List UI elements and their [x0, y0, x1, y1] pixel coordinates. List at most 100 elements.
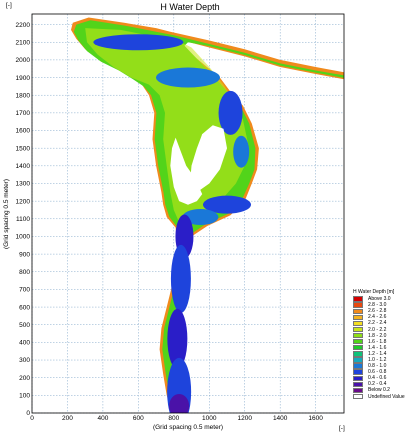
legend-label: 0.6 - 0.8: [368, 369, 387, 376]
y-tick-label: 1600: [16, 128, 31, 135]
plot-frame: [31, 13, 345, 414]
legend-label: 0.2 - 0.4: [368, 381, 387, 388]
legend-swatch: [353, 387, 363, 394]
y-tick-label: 1700: [16, 110, 31, 117]
depth-field: [71, 17, 344, 413]
island: [189, 125, 227, 193]
legend-entry: 2.8 - 3.0: [353, 302, 410, 308]
legend-swatch: [353, 375, 363, 381]
x-tick-label: 800: [168, 415, 179, 422]
legend-entry: Below 0.2: [353, 387, 410, 393]
legend-label: 0.4 - 0.6: [368, 375, 387, 382]
y-tick-label: 2200: [16, 22, 31, 29]
island: [170, 137, 203, 205]
x-unit-corner: [-]: [339, 425, 345, 432]
x-tick-label: 1600: [308, 415, 323, 422]
legend-swatch: [353, 363, 363, 369]
legend-entry: Above 3.0: [353, 296, 410, 302]
y-tick-label: 1200: [16, 198, 31, 205]
legend-label: 1.0 - 1.2: [368, 356, 387, 363]
legend-entry: 2.0 - 2.2: [353, 326, 410, 333]
y-tick-label: 0: [26, 410, 30, 417]
legend-entry: 1.6 - 1.8: [353, 339, 410, 345]
legend-label: 1.8 - 2.0: [368, 332, 387, 339]
legend-swatch: [353, 320, 363, 327]
legend-label: 1.4 - 1.6: [368, 344, 387, 351]
legend-entry: 1.8 - 2.0: [353, 333, 410, 339]
legend-label: 2.0 - 2.2: [368, 326, 387, 333]
legend-swatch: [353, 339, 363, 345]
legend-label: 0.8 - 1.0: [368, 363, 387, 370]
legend-label: Undefined Value: [368, 393, 405, 400]
y-tick-label: 1800: [16, 92, 31, 99]
deep-zone: [167, 308, 188, 369]
legend-entry: 0.2 - 0.4: [353, 381, 410, 387]
legend-entry: 2.2 - 2.4: [353, 320, 410, 326]
legend-label: 1.2 - 1.4: [368, 350, 387, 357]
y-tick-label: 300: [19, 357, 30, 364]
legend-swatch: [353, 326, 363, 333]
y-tick-label: 400: [19, 340, 30, 347]
legend-swatch: [353, 345, 363, 351]
y-tick-label: 1000: [16, 234, 31, 241]
legend-swatch: [353, 308, 363, 314]
legend-entry: 1.0 - 1.2: [353, 357, 410, 363]
y-tick-label: 100: [19, 393, 30, 400]
legend-label: 2.8 - 3.0: [368, 302, 387, 309]
legend-swatch: [353, 351, 363, 357]
x-tick-label: 200: [62, 415, 73, 422]
legend-swatch: [353, 296, 363, 302]
legend-label: Below 0.2: [368, 387, 390, 394]
x-tick-label: 1000: [202, 415, 217, 422]
legend-entries: Above 3.0 2.8 - 3.0 2.6 - 2.8 2.4 - 2.6 2.2 …: [353, 296, 410, 400]
legend-swatch: [353, 357, 363, 363]
deep-zone: [169, 393, 190, 413]
x-tick-label: 1200: [237, 415, 252, 422]
deep-zone: [218, 90, 243, 135]
legend: H Water Depth [m] Above 3.0 2.8 - 3.0 2.6 …: [353, 289, 410, 400]
legend-entry: 1.4 - 1.6: [353, 345, 410, 351]
legend-swatch: [353, 381, 363, 388]
x-tick-label: 0: [30, 415, 34, 422]
y-tick-labels: 0 100 200 300 400 500 600 700 800 900 1000 1100 1200…: [16, 22, 31, 417]
legend-swatch: [353, 369, 363, 375]
legend-swatch: [353, 302, 363, 308]
y-tick-label: 2000: [16, 57, 31, 64]
y-tick-label: 600: [19, 304, 30, 311]
x-tick-label: 600: [133, 415, 144, 422]
x-tick-label: 400: [97, 415, 108, 422]
legend-swatch: [353, 332, 363, 339]
y-tick-label: 800: [19, 269, 30, 276]
chart-title: H Water Depth: [160, 2, 219, 12]
y-tick-label: 500: [19, 322, 30, 329]
legend-entry: Undefined Value: [353, 394, 410, 400]
legend-entry: 1.2 - 1.4: [353, 351, 410, 357]
y-tick-label: 2100: [16, 39, 31, 46]
deep-zone: [182, 209, 219, 226]
legend-swatch: [353, 314, 363, 321]
legend-label: 2.6 - 2.8: [368, 308, 387, 315]
y-unit-corner: [-]: [6, 2, 12, 9]
x-tick-labels: 0 200 400 600 800 1000 1200 1400 1600: [30, 415, 323, 422]
y-tick-label: 200: [19, 375, 30, 382]
x-tick-label: 1400: [273, 415, 288, 422]
legend-entry: 2.4 - 2.6: [353, 314, 410, 320]
deep-zone: [233, 135, 250, 168]
legend-entry: 0.8 - 1.0: [353, 363, 410, 369]
deep-zone: [93, 34, 184, 51]
legend-label: 1.6 - 1.8: [368, 338, 387, 345]
y-tick-label: 1500: [16, 145, 31, 152]
deep-zone: [203, 195, 251, 214]
deep-zone: [170, 244, 191, 313]
legend-label: Above 3.0: [368, 296, 391, 303]
y-tick-label: 1900: [16, 75, 31, 82]
legend-entry: 0.4 - 0.6: [353, 375, 410, 381]
legend-entry: 0.6 - 0.8: [353, 369, 410, 375]
y-tick-label: 1100: [16, 216, 30, 223]
legend-label: 2.4 - 2.6: [368, 314, 387, 321]
y-tick-label: 700: [19, 287, 30, 294]
legend-swatch: [353, 393, 363, 400]
y-tick-label: 900: [19, 251, 30, 258]
legend-entry: 2.6 - 2.8: [353, 308, 410, 314]
